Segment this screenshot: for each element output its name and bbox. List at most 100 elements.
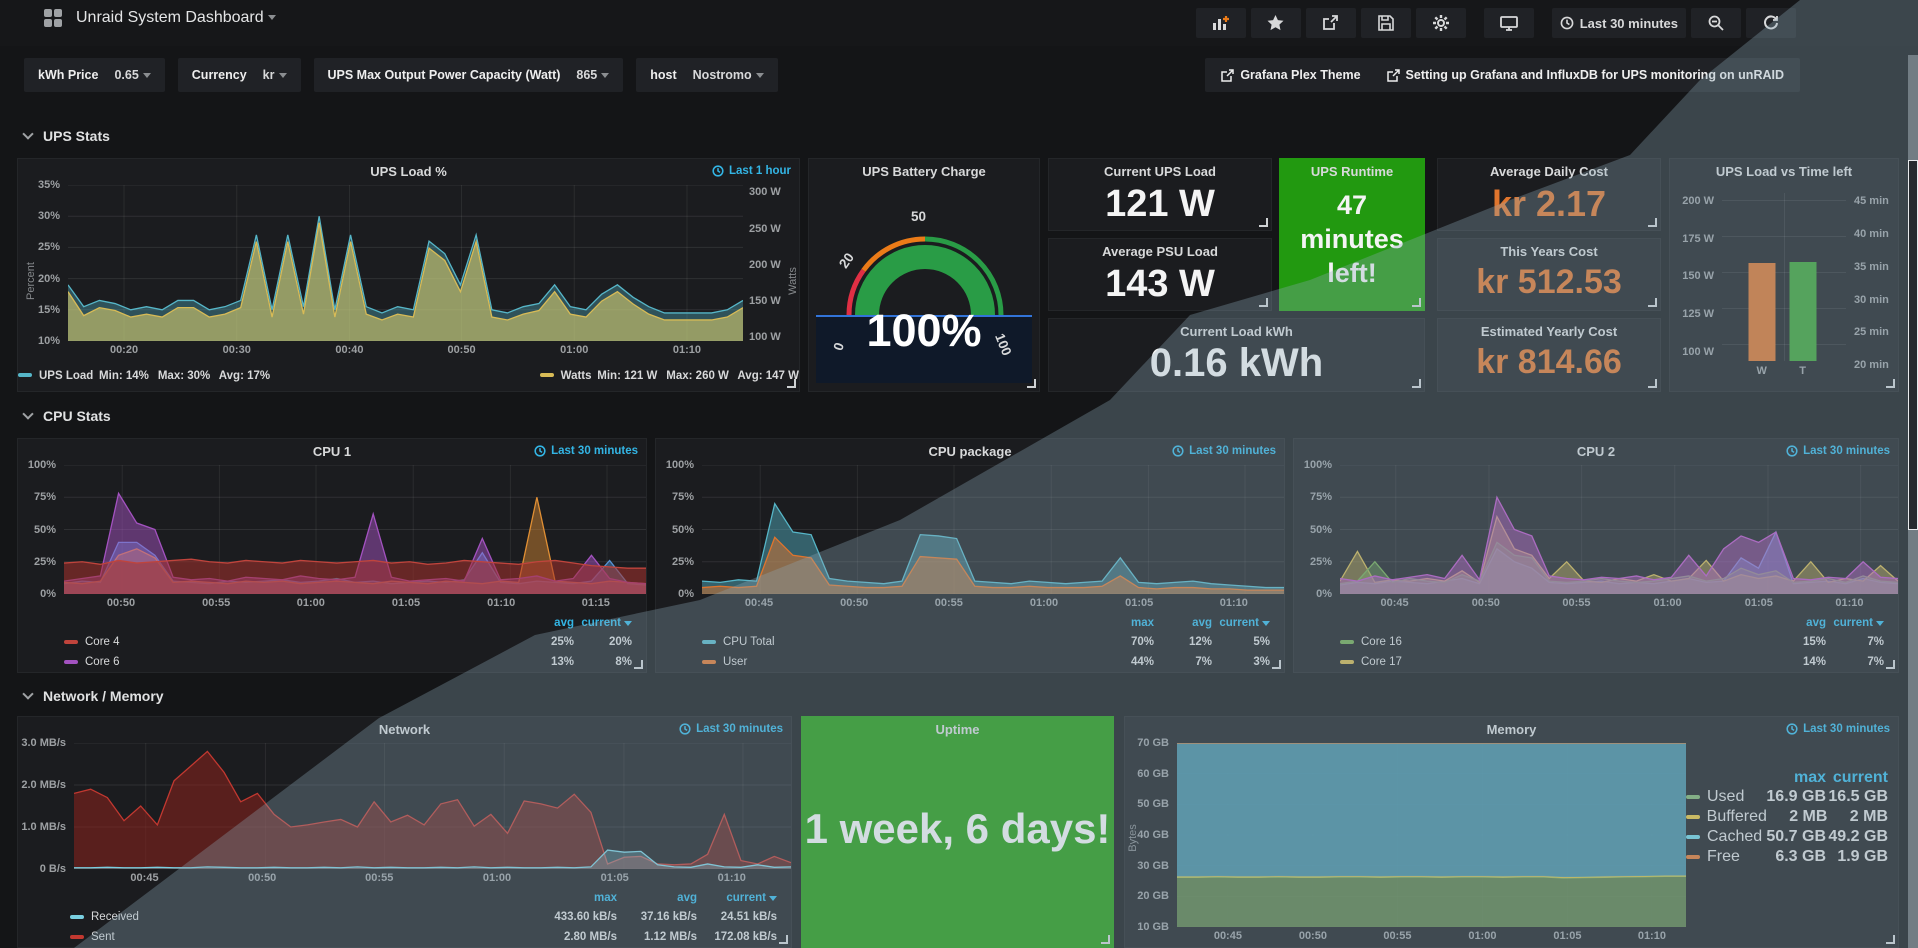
legend-series-label[interactable]: Free	[1707, 848, 1740, 865]
chart-plot[interactable]	[74, 743, 791, 869]
legend-series-label[interactable]: Cached	[1707, 828, 1763, 845]
variable-value-dropdown[interactable]: 0.65	[114, 68, 151, 82]
section-ups-stats[interactable]: UPS Stats	[22, 128, 110, 144]
panel-title[interactable]: Memory	[1486, 722, 1537, 737]
legend-column-header[interactable]: current	[697, 892, 777, 904]
panel-title[interactable]: CPU 2	[1576, 444, 1616, 459]
panel-resize-handle[interactable]	[1259, 298, 1268, 307]
chart-plot[interactable]	[1340, 465, 1898, 594]
panel-title[interactable]: Network	[378, 722, 431, 737]
chart-plot[interactable]	[702, 465, 1284, 594]
section-cpu-stats[interactable]: CPU Stats	[22, 408, 111, 424]
legend-color-marker[interactable]	[70, 935, 84, 939]
legend-series-label[interactable]: User	[723, 656, 748, 668]
legend-series-label[interactable]: Core 4	[85, 636, 120, 648]
panel-title[interactable]: Average Daily Cost	[1489, 164, 1608, 179]
settings-button[interactable]	[1415, 8, 1466, 38]
legend-color-marker[interactable]	[70, 915, 84, 919]
panel-resize-handle[interactable]	[787, 379, 796, 388]
legend-series-label[interactable]: Received	[91, 911, 139, 923]
panel-time-range[interactable]: Last 30 minutes	[534, 445, 638, 457]
legend-column-header[interactable]: max	[1793, 769, 1826, 786]
panel-title[interactable]: Average PSU Load	[1102, 244, 1218, 259]
panel-title[interactable]: UPS Battery Charge	[862, 164, 986, 179]
legend-column-header[interactable]: max	[593, 892, 617, 904]
variable-value-dropdown[interactable]: Nostromo	[693, 68, 764, 82]
panel-title[interactable]: CPU package	[928, 444, 1012, 459]
legend-column-header[interactable]: max	[1130, 617, 1154, 629]
panel-resize-handle[interactable]	[1648, 379, 1657, 388]
legend-column-header[interactable]: avg	[1192, 617, 1212, 629]
panel-title[interactable]: UPS Runtime	[1310, 164, 1394, 179]
chart-plot[interactable]	[1177, 743, 1686, 927]
legend-series-label[interactable]: Buffered	[1706, 808, 1767, 825]
legend-series-label[interactable]: Core 17	[1361, 656, 1402, 668]
panel-time-range[interactable]: Last 30 minutes	[1172, 445, 1276, 457]
legend-column-header[interactable]: avg	[554, 617, 574, 629]
panel-time-range[interactable]: Last 30 minutes	[1786, 723, 1890, 735]
panel-time-range[interactable]: Last 30 minutes	[679, 723, 783, 735]
variable-kwh-price[interactable]: kWh Price 0.65	[24, 58, 165, 92]
panel-title[interactable]: This Years Cost	[1500, 244, 1598, 259]
panel-resize-handle[interactable]	[1886, 660, 1895, 669]
legend-series-label[interactable]: Sent	[91, 931, 115, 943]
scrollbar-thumb[interactable]	[1908, 160, 1918, 530]
panel-resize-handle[interactable]	[1412, 298, 1421, 307]
panel-resize-handle[interactable]	[1027, 379, 1036, 388]
legend-column-header[interactable]: current	[1826, 617, 1884, 629]
panel-title[interactable]: UPS Load vs Time left	[1715, 164, 1853, 179]
star-button[interactable]	[1250, 8, 1301, 38]
chart-plot[interactable]	[64, 465, 646, 594]
legend-color-marker[interactable]	[702, 660, 716, 664]
legend-column-header[interactable]: avg	[677, 892, 697, 904]
bar-T[interactable]	[1789, 261, 1817, 361]
panel-resize-handle[interactable]	[1648, 298, 1657, 307]
section-network-memory[interactable]: Network / Memory	[22, 688, 164, 704]
legend-column-header[interactable]: current	[1832, 769, 1888, 786]
chart-plot[interactable]	[68, 185, 743, 341]
panel-resize-handle[interactable]	[1886, 935, 1895, 944]
panel-title[interactable]: Current Load kWh	[1180, 324, 1293, 339]
panel-time-range[interactable]: Last 30 minutes	[1786, 445, 1890, 457]
panel-resize-handle[interactable]	[779, 935, 788, 944]
panel-resize-handle[interactable]	[1412, 379, 1421, 388]
panel-title[interactable]: CPU 1	[312, 444, 352, 459]
panel-resize-handle[interactable]	[1272, 660, 1281, 669]
tv-mode-button[interactable]	[1483, 8, 1534, 38]
legend-color-marker[interactable]	[1686, 835, 1700, 839]
legend-color-marker[interactable]	[1686, 855, 1700, 859]
variable-host[interactable]: host Nostromo	[636, 58, 778, 92]
panel-title[interactable]: Estimated Yearly Cost	[1480, 324, 1618, 339]
panel-title[interactable]: UPS Load %	[370, 164, 447, 179]
legend-series-label[interactable]: CPU Total	[723, 636, 775, 648]
bar-W[interactable]	[1748, 263, 1776, 361]
variable-ups-max-output[interactable]: UPS Max Output Power Capacity (Watt) 865	[313, 58, 624, 92]
legend-color-marker[interactable]	[702, 640, 716, 644]
share-button[interactable]	[1305, 8, 1356, 38]
time-range-button[interactable]: Last 30 minutes	[1551, 8, 1686, 38]
panel-resize-handle[interactable]	[1259, 218, 1268, 227]
legend-color-marker[interactable]	[64, 660, 78, 664]
legend-column-header[interactable]: current	[1212, 617, 1270, 629]
scrollbar[interactable]	[1908, 55, 1918, 948]
legend-series-label[interactable]: Core 16	[1361, 636, 1402, 648]
add-panel-button[interactable]	[1195, 8, 1246, 38]
panel-resize-handle[interactable]	[634, 660, 643, 669]
variable-currency[interactable]: Currency kr	[177, 58, 301, 92]
link-grafana-plex-theme[interactable]: Grafana Plex Theme	[1221, 68, 1361, 82]
dashboard-grid-icon[interactable]	[44, 9, 62, 27]
legend-series-label[interactable]: Core 6	[85, 656, 120, 668]
panel-title[interactable]: Uptime	[935, 722, 980, 737]
legend-color-marker[interactable]	[64, 640, 78, 644]
legend-color-marker[interactable]	[1686, 795, 1700, 799]
legend-color-marker[interactable]	[1340, 640, 1354, 644]
legend-color-marker[interactable]	[1686, 815, 1700, 819]
variable-value-dropdown[interactable]: 865	[576, 68, 610, 82]
panel-resize-handle[interactable]	[1101, 935, 1110, 944]
legend-color-marker[interactable]	[1340, 660, 1354, 664]
zoom-out-button[interactable]	[1691, 8, 1741, 38]
panel-resize-handle[interactable]	[1886, 379, 1895, 388]
legend-series-label[interactable]: Used	[1707, 788, 1745, 805]
legend-item[interactable]: UPS Load Min: 14% Max: 30% Avg: 17%	[18, 370, 270, 382]
